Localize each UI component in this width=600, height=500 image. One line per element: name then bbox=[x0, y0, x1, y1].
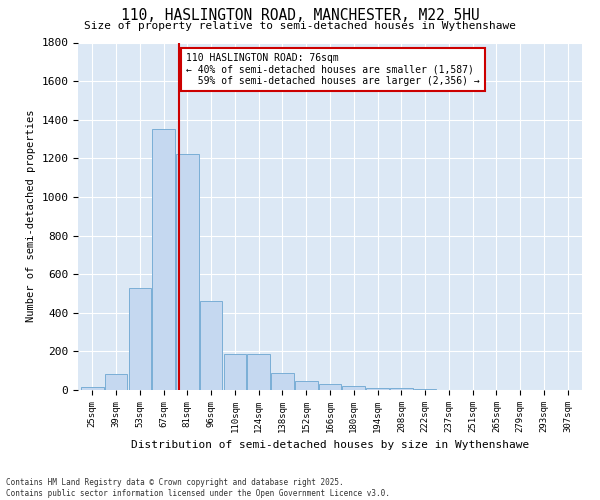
Y-axis label: Number of semi-detached properties: Number of semi-detached properties bbox=[26, 110, 36, 322]
Bar bbox=[81, 387, 104, 390]
Text: Contains HM Land Registry data © Crown copyright and database right 2025.
Contai: Contains HM Land Registry data © Crown c… bbox=[6, 478, 390, 498]
Bar bbox=[271, 372, 294, 390]
Bar bbox=[295, 382, 317, 390]
Bar bbox=[224, 354, 246, 390]
Bar bbox=[319, 384, 341, 390]
Bar bbox=[343, 386, 365, 390]
Bar bbox=[366, 388, 389, 390]
Text: 110 HASLINGTON ROAD: 76sqm
← 40% of semi-detached houses are smaller (1,587)
  5: 110 HASLINGTON ROAD: 76sqm ← 40% of semi… bbox=[186, 53, 480, 86]
Bar bbox=[105, 374, 127, 390]
Bar bbox=[200, 301, 223, 390]
X-axis label: Distribution of semi-detached houses by size in Wythenshawe: Distribution of semi-detached houses by … bbox=[131, 440, 529, 450]
Bar bbox=[390, 388, 413, 390]
Bar bbox=[176, 154, 199, 390]
Bar bbox=[247, 354, 270, 390]
Bar bbox=[152, 130, 175, 390]
Text: 110, HASLINGTON ROAD, MANCHESTER, M22 5HU: 110, HASLINGTON ROAD, MANCHESTER, M22 5H… bbox=[121, 8, 479, 22]
Bar bbox=[128, 288, 151, 390]
Text: Size of property relative to semi-detached houses in Wythenshawe: Size of property relative to semi-detach… bbox=[84, 21, 516, 31]
